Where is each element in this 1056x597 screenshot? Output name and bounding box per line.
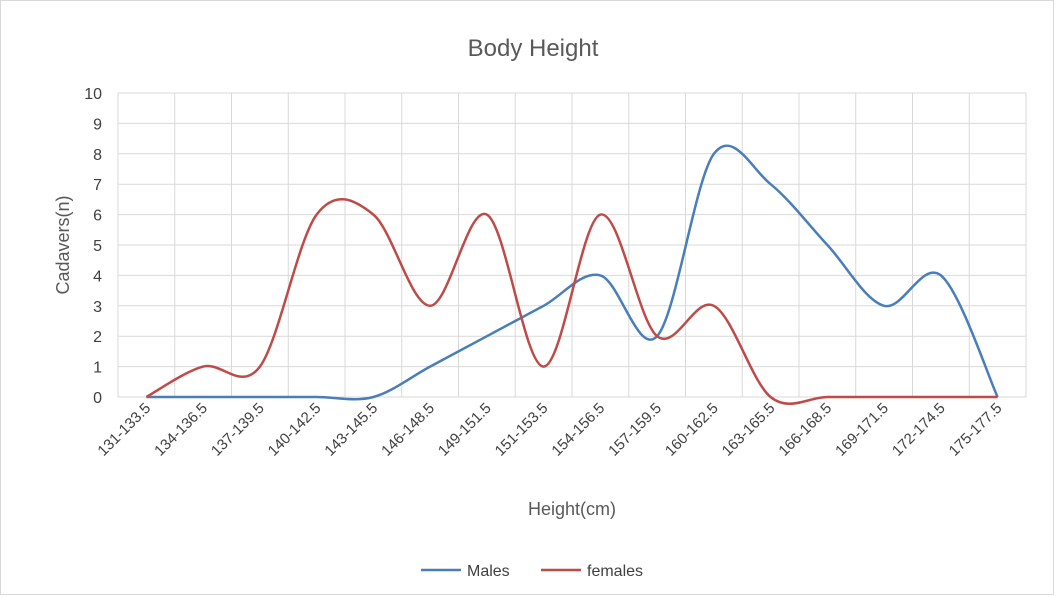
series-line-females bbox=[145, 197, 998, 406]
y-tick-label: 7 bbox=[93, 177, 102, 194]
legend-label: females bbox=[587, 563, 643, 580]
y-axis-title: Cadavers(n) bbox=[53, 195, 73, 294]
y-tick-label: 8 bbox=[93, 147, 102, 164]
x-tick-label: 157-159.5 bbox=[605, 400, 665, 460]
y-tick-label: 5 bbox=[93, 238, 102, 255]
chart-title: Body Height bbox=[468, 35, 599, 62]
gridlines bbox=[117, 92, 1027, 398]
legend: Males females bbox=[421, 563, 643, 580]
legend-item-females: females bbox=[541, 563, 643, 580]
x-tick-label: 137-139.5 bbox=[208, 400, 268, 460]
y-tick-label: 0 bbox=[93, 390, 102, 407]
legend-label: Males bbox=[467, 563, 510, 580]
x-tick-label: 146-148.5 bbox=[378, 400, 438, 460]
x-tick-label: 154-156.5 bbox=[548, 400, 608, 460]
x-tick-label: 169-171.5 bbox=[832, 400, 892, 460]
x-tick-label: 175-177.5 bbox=[946, 400, 1006, 460]
x-tick-label: 140-142.5 bbox=[265, 400, 325, 460]
y-tick-label: 3 bbox=[93, 299, 102, 316]
x-axis-ticks: 131-133.5134-136.5137-139.5140-142.5143-… bbox=[94, 400, 1005, 460]
series-lines bbox=[145, 144, 999, 406]
x-tick-label: 131-133.5 bbox=[94, 400, 154, 460]
x-tick-label: 172-174.5 bbox=[889, 400, 949, 460]
x-tick-label: 143-145.5 bbox=[321, 400, 381, 460]
y-tick-label: 6 bbox=[93, 208, 102, 225]
y-axis-ticks: 0 1 2 3 4 5 6 7 8 9 10 bbox=[84, 86, 102, 407]
y-tick-label: 10 bbox=[84, 86, 102, 103]
legend-item-males: Males bbox=[421, 563, 510, 580]
y-tick-label: 1 bbox=[93, 360, 102, 377]
x-tick-label: 151-153.5 bbox=[492, 400, 552, 460]
x-tick-label: 134-136.5 bbox=[151, 400, 211, 460]
x-tick-label: 149-151.5 bbox=[435, 400, 495, 460]
x-tick-label: 163-165.5 bbox=[719, 400, 779, 460]
y-tick-label: 9 bbox=[93, 116, 102, 133]
x-tick-label: 160-162.5 bbox=[662, 400, 722, 460]
series-line-males bbox=[146, 144, 999, 401]
x-tick-label: 166-168.5 bbox=[775, 400, 835, 460]
x-axis-title: Height(cm) bbox=[528, 499, 616, 519]
y-tick-label: 4 bbox=[93, 268, 102, 285]
y-tick-label: 2 bbox=[93, 329, 102, 346]
